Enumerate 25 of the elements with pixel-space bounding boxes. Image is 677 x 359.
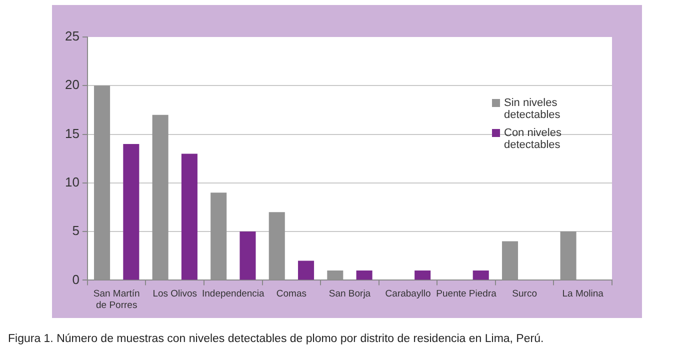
x-tick-label: Carabayllo xyxy=(385,288,431,300)
y-tick-label: 15 xyxy=(64,126,80,141)
legend-label: Sin niveles detectables xyxy=(504,97,562,121)
y-tick-label: 0 xyxy=(72,272,80,287)
x-tick-label: Surco xyxy=(512,288,537,300)
y-tick-label: 5 xyxy=(72,223,80,238)
x-tick-label: Comas xyxy=(276,288,307,300)
y-tick-label: 25 xyxy=(64,28,80,44)
bar xyxy=(414,270,431,280)
x-tick-label: La Molina xyxy=(562,288,604,300)
bar xyxy=(181,154,198,280)
x-tick-label: San Martín de Porres xyxy=(93,288,140,311)
bar xyxy=(356,270,372,280)
bar xyxy=(240,232,256,280)
y-tick-label: 10 xyxy=(64,174,80,190)
x-tick-label: Independencia xyxy=(202,288,266,300)
bar xyxy=(298,260,314,280)
y-tick-label: 20 xyxy=(64,77,80,92)
x-tick-label: San Borja xyxy=(328,288,372,300)
x-tick-label: Los Olivos xyxy=(152,288,198,300)
legend-label: Con niveles detectables xyxy=(504,127,562,151)
text: Figura 1. Número de muestras con niveles detectables de plomo por distrito de residencia en Lima, Perú. xyxy=(8,333,544,345)
bar xyxy=(472,270,489,280)
x-tick-label: Puente Piedra xyxy=(436,288,498,300)
bar xyxy=(123,144,140,280)
